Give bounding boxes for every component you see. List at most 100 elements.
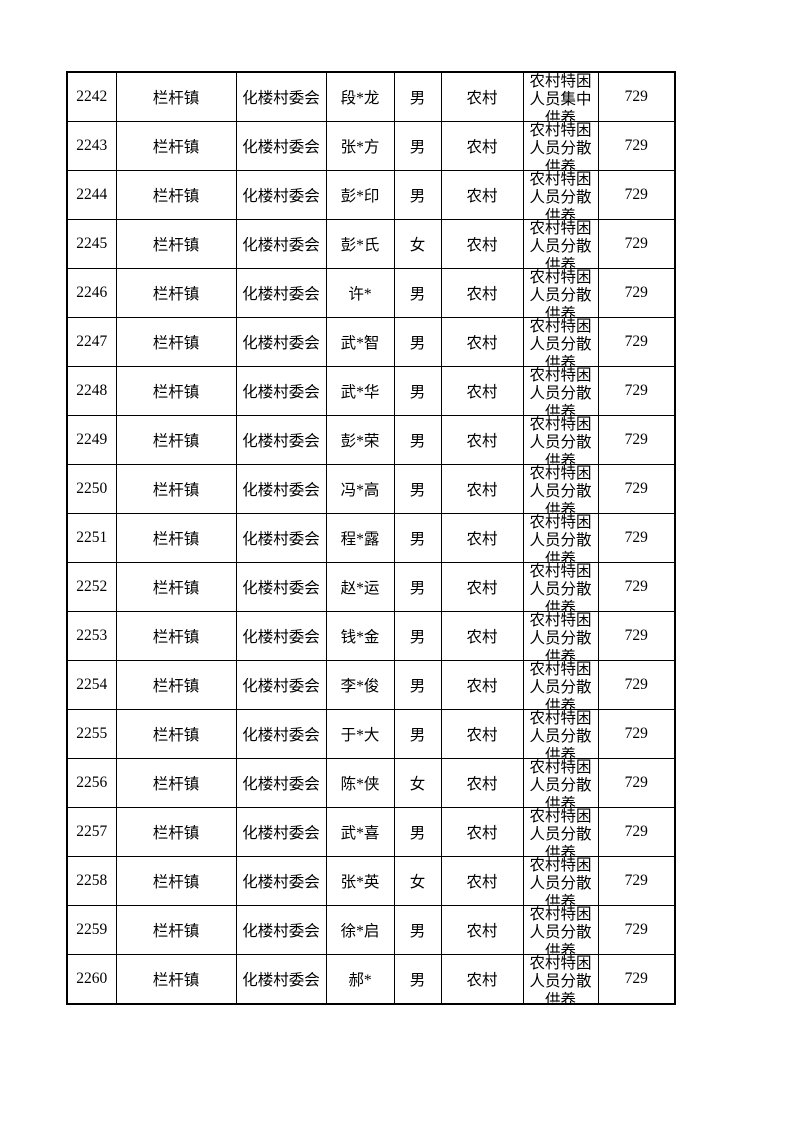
- cell-assistance-category: 农村特困人员分散供养: [522, 317, 599, 367]
- cell-village-committee: 化楼村委会: [235, 513, 327, 563]
- cell-assistance-category: 农村特困人员分散供养: [522, 807, 599, 857]
- cell-town: 栏杆镇: [115, 71, 237, 122]
- table-row: 2256 栏杆镇 化楼村委会 陈*侠 女 农村 农村特困人员分散供养 729: [66, 758, 676, 808]
- table-row: 2257 栏杆镇 化楼村委会 武*喜 男 农村 农村特困人员分散供养 729: [66, 807, 676, 857]
- assistance-category-text: 农村特困人员分散供养: [529, 563, 592, 611]
- cell-residence-type: 农村: [440, 611, 524, 661]
- cell-assistance-category: 农村特困人员分散供养: [522, 758, 599, 808]
- cell-person-name: 陈*侠: [325, 758, 395, 808]
- cell-amount: 729: [597, 660, 676, 710]
- cell-village-committee: 化楼村委会: [235, 415, 327, 465]
- cell-amount: 729: [597, 905, 676, 955]
- cell-person-name: 武*喜: [325, 807, 395, 857]
- cell-amount: 729: [597, 954, 676, 1005]
- cell-residence-type: 农村: [440, 71, 524, 122]
- cell-person-name: 李*俊: [325, 660, 395, 710]
- table-row: 2248 栏杆镇 化楼村委会 武*华 男 农村 农村特困人员分散供养 729: [66, 366, 676, 416]
- cell-gender: 男: [393, 121, 442, 171]
- cell-gender: 男: [393, 709, 442, 759]
- table-row: 2244 栏杆镇 化楼村委会 彭*印 男 农村 农村特困人员分散供养 729: [66, 170, 676, 220]
- cell-village-committee: 化楼村委会: [235, 71, 327, 122]
- cell-gender: 男: [393, 562, 442, 612]
- table-row: 2247 栏杆镇 化楼村委会 武*智 男 农村 农村特困人员分散供养 729: [66, 317, 676, 367]
- assistance-category-text: 农村特困人员分散供养: [529, 416, 592, 464]
- cell-town: 栏杆镇: [115, 464, 237, 514]
- assistance-category-text: 农村特困人员分散供养: [529, 759, 592, 807]
- cell-sequence-number: 2257: [66, 807, 117, 857]
- assistance-category-text: 农村特困人员分散供养: [529, 465, 592, 513]
- cell-gender: 女: [393, 219, 442, 269]
- assistance-category-text: 农村特困人员分散供养: [529, 122, 592, 170]
- cell-assistance-category: 农村特困人员分散供养: [522, 709, 599, 759]
- cell-amount: 729: [597, 71, 676, 122]
- cell-residence-type: 农村: [440, 513, 524, 563]
- assistance-category-text: 农村特困人员分散供养: [529, 955, 592, 1003]
- cell-residence-type: 农村: [440, 954, 524, 1005]
- cell-gender: 男: [393, 513, 442, 563]
- cell-person-name: 张*英: [325, 856, 395, 906]
- cell-gender: 男: [393, 660, 442, 710]
- cell-town: 栏杆镇: [115, 905, 237, 955]
- cell-gender: 男: [393, 366, 442, 416]
- cell-town: 栏杆镇: [115, 709, 237, 759]
- cell-sequence-number: 2248: [66, 366, 117, 416]
- table-row: 2255 栏杆镇 化楼村委会 于*大 男 农村 农村特困人员分散供养 729: [66, 709, 676, 759]
- table-row: 2251 栏杆镇 化楼村委会 程*露 男 农村 农村特困人员分散供养 729: [66, 513, 676, 563]
- cell-residence-type: 农村: [440, 121, 524, 171]
- cell-town: 栏杆镇: [115, 562, 237, 612]
- cell-assistance-category: 农村特困人员分散供养: [522, 366, 599, 416]
- assistance-category-text: 农村特困人员分散供养: [529, 514, 592, 562]
- cell-gender: 男: [393, 317, 442, 367]
- cell-sequence-number: 2247: [66, 317, 117, 367]
- cell-gender: 男: [393, 464, 442, 514]
- cell-gender: 男: [393, 905, 442, 955]
- cell-residence-type: 农村: [440, 856, 524, 906]
- cell-person-name: 赵*运: [325, 562, 395, 612]
- cell-village-committee: 化楼村委会: [235, 611, 327, 661]
- cell-person-name: 郝*: [325, 954, 395, 1005]
- cell-residence-type: 农村: [440, 905, 524, 955]
- cell-town: 栏杆镇: [115, 513, 237, 563]
- cell-village-committee: 化楼村委会: [235, 464, 327, 514]
- cell-village-committee: 化楼村委会: [235, 807, 327, 857]
- beneficiary-table: 2242 栏杆镇 化楼村委会 段*龙 男 农村 农村特困人员集中供养 729 2…: [66, 71, 676, 1005]
- cell-amount: 729: [597, 268, 676, 318]
- cell-sequence-number: 2255: [66, 709, 117, 759]
- cell-amount: 729: [597, 464, 676, 514]
- cell-town: 栏杆镇: [115, 317, 237, 367]
- cell-residence-type: 农村: [440, 268, 524, 318]
- cell-village-committee: 化楼村委会: [235, 856, 327, 906]
- cell-village-committee: 化楼村委会: [235, 660, 327, 710]
- cell-person-name: 段*龙: [325, 71, 395, 122]
- cell-village-committee: 化楼村委会: [235, 268, 327, 318]
- table-row: 2258 栏杆镇 化楼村委会 张*英 女 农村 农村特困人员分散供养 729: [66, 856, 676, 906]
- cell-sequence-number: 2244: [66, 170, 117, 220]
- cell-person-name: 于*大: [325, 709, 395, 759]
- cell-town: 栏杆镇: [115, 121, 237, 171]
- cell-sequence-number: 2252: [66, 562, 117, 612]
- cell-person-name: 程*露: [325, 513, 395, 563]
- table-row: 2254 栏杆镇 化楼村委会 李*俊 男 农村 农村特困人员分散供养 729: [66, 660, 676, 710]
- cell-person-name: 冯*高: [325, 464, 395, 514]
- cell-sequence-number: 2259: [66, 905, 117, 955]
- assistance-category-text: 农村特困人员分散供养: [529, 808, 592, 856]
- table-row: 2253 栏杆镇 化楼村委会 钱*金 男 农村 农村特困人员分散供养 729: [66, 611, 676, 661]
- cell-gender: 男: [393, 415, 442, 465]
- cell-assistance-category: 农村特困人员分散供养: [522, 562, 599, 612]
- cell-person-name: 彭*荣: [325, 415, 395, 465]
- cell-town: 栏杆镇: [115, 611, 237, 661]
- cell-sequence-number: 2251: [66, 513, 117, 563]
- cell-person-name: 武*智: [325, 317, 395, 367]
- cell-residence-type: 农村: [440, 562, 524, 612]
- cell-amount: 729: [597, 415, 676, 465]
- assistance-category-text: 农村特困人员分散供养: [529, 857, 592, 905]
- cell-village-committee: 化楼村委会: [235, 709, 327, 759]
- cell-village-committee: 化楼村委会: [235, 562, 327, 612]
- table-row: 2246 栏杆镇 化楼村委会 许* 男 农村 农村特困人员分散供养 729: [66, 268, 676, 318]
- assistance-category-text: 农村特困人员分散供养: [529, 220, 592, 268]
- cell-gender: 男: [393, 170, 442, 220]
- assistance-category-text: 农村特困人员分散供养: [529, 661, 592, 709]
- cell-amount: 729: [597, 121, 676, 171]
- cell-amount: 729: [597, 170, 676, 220]
